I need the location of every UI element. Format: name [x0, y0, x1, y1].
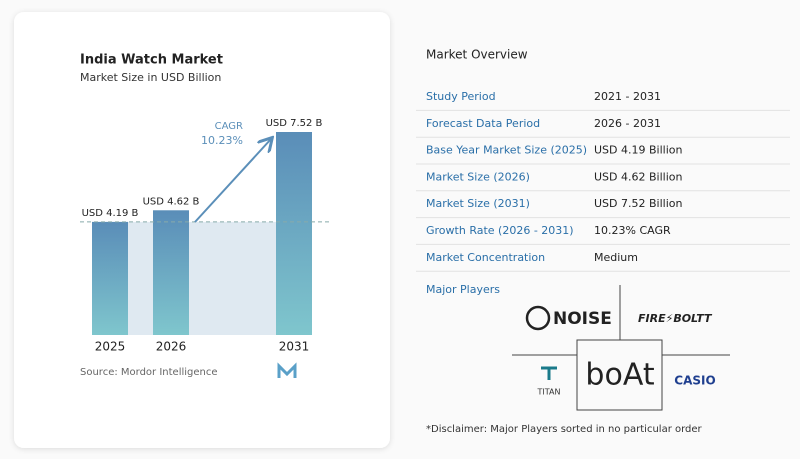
source-logo	[277, 362, 297, 378]
cagr-arrow	[194, 139, 271, 223]
row-value: 2021 - 2031	[594, 90, 661, 103]
bar	[276, 132, 312, 335]
player-logo: boAt	[585, 358, 654, 393]
player-logo: CASIO	[674, 374, 715, 388]
row-label: Study Period	[426, 90, 496, 103]
row-label: Market Size (2026)	[426, 170, 530, 183]
bar	[153, 210, 189, 335]
row-value: Medium	[594, 251, 638, 264]
player-logo: TITAN	[537, 388, 561, 397]
x-tick-label: 2026	[156, 340, 187, 354]
players-grid	[512, 285, 730, 411]
player-logo: FIRE⚡BOLTT	[638, 312, 713, 325]
x-tick-label: 2031	[279, 340, 310, 354]
row-value: 2026 - 2031	[594, 117, 661, 130]
cagr-label: CAGR	[215, 121, 243, 132]
row-label: Market Size (2031)	[426, 197, 530, 210]
bar	[92, 221, 128, 335]
row-value: 10.23% CAGR	[594, 224, 671, 237]
chart-subtitle: Market Size in USD Billion	[80, 71, 221, 84]
value-label: USD 4.19 B	[82, 208, 139, 219]
titan-icon	[541, 366, 557, 380]
value-label: USD 4.62 B	[143, 196, 200, 207]
player-logo: NOISE	[553, 309, 612, 329]
row-label: Base Year Market Size (2025)	[426, 144, 587, 157]
noise-icon	[525, 305, 551, 331]
row-label: Forecast Data Period	[426, 117, 540, 130]
row-label: Market Concentration	[426, 251, 545, 264]
baseline-area	[128, 221, 276, 335]
row-value: USD 4.19 Billion	[594, 144, 682, 157]
row-label: Growth Rate (2026 - 2031)	[426, 224, 574, 237]
players-title: Major Players	[426, 283, 500, 296]
disclaimer: *Disclaimer: Major Players sorted in no …	[426, 424, 703, 435]
row-value: USD 7.52 Billion	[594, 197, 682, 210]
source: Source: Mordor Intelligence	[80, 367, 218, 378]
x-tick-label: 2025	[95, 340, 126, 354]
row-value: USD 4.62 Billion	[594, 170, 682, 183]
overview-table: Study Period 2021 - 2031 Forecast Data Per…	[416, 90, 790, 272]
chart-title: India Watch Market	[80, 53, 223, 68]
plot: USD 4.19 B 2025 USD 4.62 B 2026 USD 7.52 B 20…	[80, 118, 330, 354]
cagr-value: 10.23%	[201, 134, 243, 147]
value-label: USD 7.52 B	[266, 118, 323, 129]
overview-title: Market Overview	[426, 48, 528, 62]
